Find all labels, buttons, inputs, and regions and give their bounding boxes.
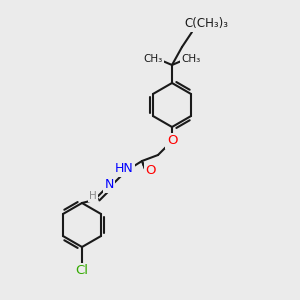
Text: O: O — [167, 134, 177, 148]
Text: CH₃: CH₃ — [143, 54, 163, 64]
Text: N: N — [104, 178, 114, 191]
Text: Cl: Cl — [76, 265, 88, 278]
Text: C(CH₃)₃: C(CH₃)₃ — [184, 17, 228, 31]
Text: HN: HN — [115, 163, 134, 176]
Text: H: H — [89, 191, 97, 201]
Text: CH₃: CH₃ — [182, 54, 201, 64]
Text: O: O — [146, 164, 156, 177]
